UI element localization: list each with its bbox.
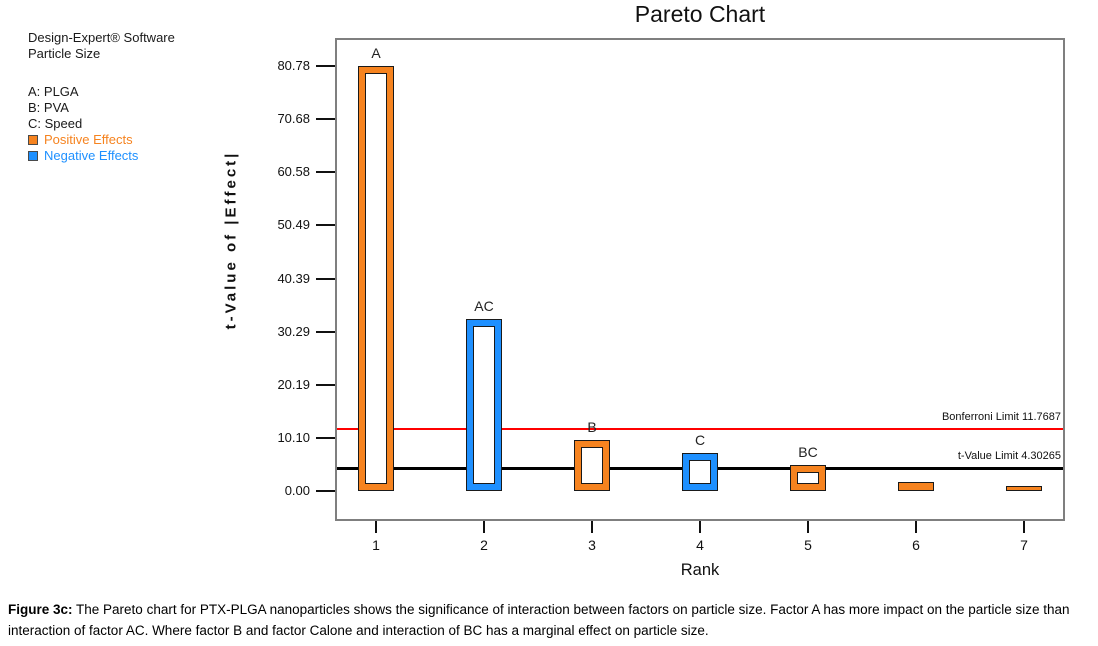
- x-tick-label-5: 6: [912, 537, 920, 553]
- x-tick-label-6: 7: [1020, 537, 1028, 553]
- bar-label-C: C: [694, 432, 706, 449]
- y-axis-title: t-Value of |Effect|: [222, 150, 240, 330]
- x-tick-label-3: 4: [696, 537, 704, 553]
- reference-line-label-1: t-Value Limit 4.30265: [957, 450, 1061, 463]
- x-tick-3: [699, 521, 701, 533]
- reference-line-label-0: Bonferroni Limit 11.7687: [941, 411, 1061, 424]
- y-tick-4: [316, 277, 335, 280]
- bar-label-A: A: [371, 45, 381, 61]
- y-tick-5: [316, 224, 335, 227]
- x-tick-0: [375, 521, 377, 533]
- chart-title: Pareto Chart: [634, 1, 766, 27]
- factor-list: A: PLGA B: PVA C: Speed: [28, 84, 175, 132]
- y-tick-label-1: 10.10: [277, 429, 310, 445]
- y-tick-label-8: 80.78: [277, 58, 310, 73]
- plot-area: Bonferroni Limit 11.7687 t-Value Limit 4.…: [335, 38, 1065, 521]
- y-tick-6: [316, 171, 335, 174]
- bar-inner-rank-1: [365, 73, 387, 484]
- y-tick-label-4: 40.39: [277, 270, 310, 286]
- x-tick-label-4: 5: [804, 537, 812, 553]
- negative-effects-swatch-icon: [28, 151, 38, 161]
- figure-caption-label: Figure 3c:: [8, 602, 73, 617]
- y-tick-label-6: 60.58: [277, 164, 310, 180]
- reference-line-0: [337, 428, 1063, 431]
- x-tick-5: [915, 521, 917, 533]
- y-tick-label-0: 0.00: [284, 483, 310, 498]
- x-tick-6: [1023, 521, 1025, 533]
- bar-label-AC: AC: [474, 298, 494, 315]
- x-tick-4: [807, 521, 809, 533]
- figure-caption-text: The Pareto chart for PTX-PLGA nanopartic…: [8, 602, 1070, 638]
- x-tick-label-0: 1: [372, 537, 380, 553]
- response-name: Particle Size: [28, 46, 101, 61]
- y-tick-7: [316, 118, 335, 121]
- bar-inner-rank-5: [797, 472, 819, 484]
- bar-inner-rank-2: [473, 326, 495, 484]
- y-tick-2: [316, 383, 335, 386]
- y-tick-label-2: 20.19: [277, 376, 310, 392]
- bar-rank-5: [790, 465, 826, 491]
- bar-rank-7: [1006, 485, 1042, 491]
- x-axis-title: Rank: [680, 561, 720, 579]
- y-tick-label-5: 50.49: [277, 217, 310, 233]
- legend-positive-effects: Positive Effects: [28, 132, 175, 148]
- y-tick-label-3: 30.29: [277, 323, 310, 339]
- factor-b-label: B: PVA: [28, 100, 69, 115]
- software-name: Design-Expert® Software: [28, 30, 175, 45]
- bar-rank-6: [898, 482, 934, 491]
- figure-caption: Figure 3c: The Pareto chart for PTX-PLGA…: [8, 600, 1090, 642]
- bar-inner-rank-4: [689, 460, 711, 484]
- x-tick-1: [483, 521, 485, 533]
- y-tick-3: [316, 330, 335, 333]
- y-tick-8: [316, 65, 335, 67]
- negative-effects-label: Negative Effects: [44, 148, 139, 163]
- bar-label-B: B: [587, 418, 597, 435]
- bar-rank-2: [466, 319, 502, 491]
- positive-effects-swatch-icon: [28, 135, 38, 145]
- bar-rank-1: [358, 66, 394, 491]
- positive-effects-label: Positive Effects: [44, 132, 133, 147]
- bar-rank-3: [574, 439, 610, 491]
- legend: Design-Expert® Software Particle Size A:…: [28, 30, 175, 164]
- x-tick-2: [591, 521, 593, 533]
- y-tick-label-7: 70.68: [277, 111, 310, 127]
- bar-inner-rank-3: [581, 446, 603, 484]
- legend-negative-effects: Negative Effects: [28, 148, 175, 164]
- x-tick-label-1: 2: [480, 537, 488, 553]
- factor-a-label: A: PLGA: [28, 84, 79, 99]
- y-tick-1: [316, 436, 335, 439]
- bar-label-BC: BC: [798, 444, 818, 461]
- x-tick-label-2: 3: [588, 537, 596, 553]
- bar-rank-4: [682, 453, 718, 491]
- y-tick-0: [316, 490, 335, 492]
- factor-c-label: C: Speed: [28, 116, 83, 131]
